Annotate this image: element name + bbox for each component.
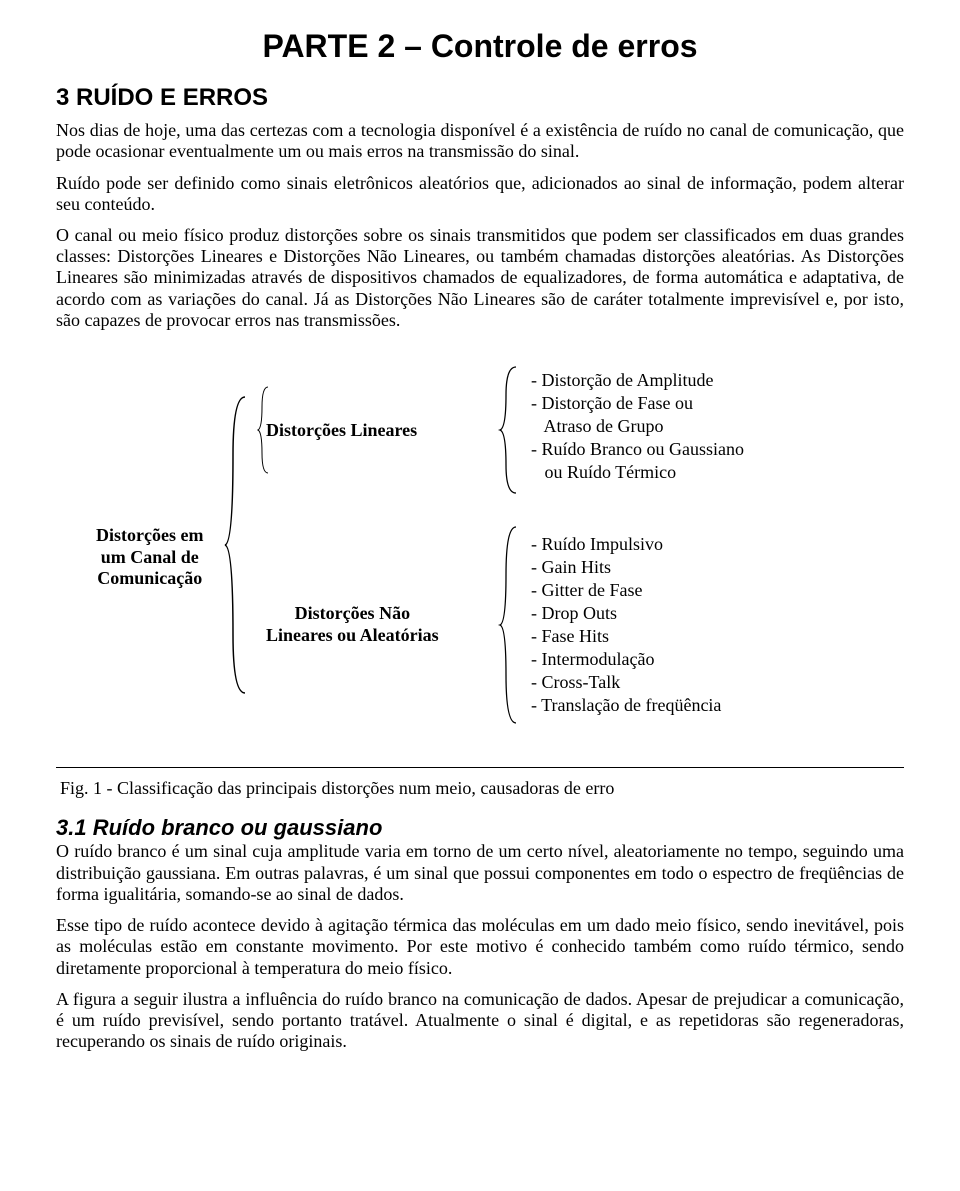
section-3-1-p3: A figura a seguir ilustra a influência d… xyxy=(56,989,904,1053)
list-item: - Gitter de Fase xyxy=(531,579,721,602)
section-3-p2: Ruído pode ser definido como sinais elet… xyxy=(56,173,904,215)
section-3-1-p1: O ruído branco é um sinal cuja amplitude… xyxy=(56,841,904,905)
diagram-branch-1-items: - Ruído Impulsivo - Gain Hits - Gitter d… xyxy=(531,533,721,717)
section-3-1-p2: Esse tipo de ruído acontece devido à agi… xyxy=(56,915,904,979)
diagram-branch-1-label: Distorções Não Lineares ou Aleatórias xyxy=(266,603,439,646)
figure-1-caption: Fig. 1 - Classificação das principais di… xyxy=(60,778,904,799)
list-item: - Gain Hits xyxy=(531,556,721,579)
section-3-heading: 3 RUÍDO E ERROS xyxy=(56,84,904,112)
page-title: PARTE 2 – Controle de erros xyxy=(56,28,904,66)
diagram-branch-0-items: - Distorção de Amplitude - Distorção de … xyxy=(531,369,744,484)
section-3-1-heading: 3.1 Ruído branco ou gaussiano xyxy=(56,815,904,841)
brace-items-0 xyxy=(496,365,522,495)
list-item: - Distorção de Amplitude xyxy=(531,369,744,392)
list-item: ou Ruído Térmico xyxy=(531,461,744,484)
list-item: - Ruído Impulsivo xyxy=(531,533,721,556)
list-item: - Distorção de Fase ou xyxy=(531,392,744,415)
section-3-p3: O canal ou meio físico produz distorções… xyxy=(56,225,904,331)
list-item: - Ruído Branco ou Gaussiano xyxy=(531,438,744,461)
brace-root xyxy=(221,395,251,695)
list-item: - Fase Hits xyxy=(531,625,721,648)
diagram-branch-0-label: Distorções Lineares xyxy=(266,420,417,442)
brace-branch-0-small xyxy=(256,385,272,475)
diagram-root-label: Distorções em um Canal de Comunicação xyxy=(96,525,203,590)
section-3-p1: Nos dias de hoje, uma das certezas com a… xyxy=(56,120,904,162)
figure-rule xyxy=(56,767,904,768)
list-item: - Drop Outs xyxy=(531,602,721,625)
list-item: - Cross-Talk xyxy=(531,671,721,694)
classification-diagram: Distorções em um Canal de Comunicação Di… xyxy=(56,365,904,745)
list-item: - Translação de freqüência xyxy=(531,694,721,717)
brace-items-1 xyxy=(496,525,522,725)
list-item: - Intermodulação xyxy=(531,648,721,671)
list-item: Atraso de Grupo xyxy=(531,415,744,438)
